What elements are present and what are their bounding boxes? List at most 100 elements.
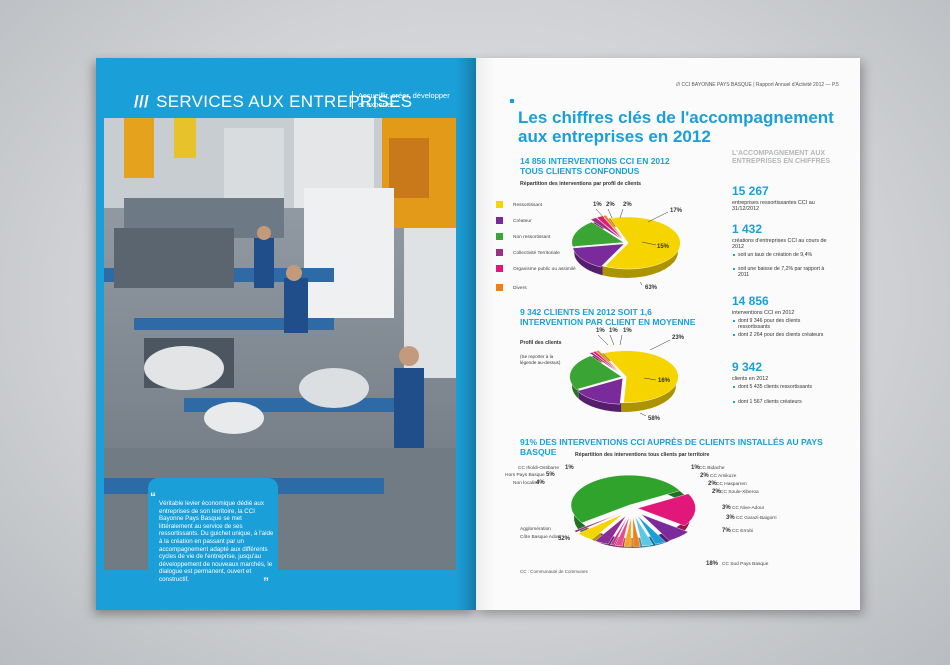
block3-subtitle: Répartition des interventions tous clien…	[575, 452, 710, 458]
pie-slice	[637, 515, 666, 545]
pie-label: 15%	[657, 244, 670, 250]
quote-open-mark: “	[150, 490, 156, 504]
pie-slice	[634, 516, 654, 547]
figure-value: 14 856	[732, 294, 769, 308]
quote-panel	[148, 478, 278, 602]
pie-label: 7%	[722, 528, 731, 534]
pie-slice	[623, 516, 632, 547]
territory-label: CC Hasparren	[716, 481, 747, 487]
territory-label: CC Iholdi-Ostibarre	[518, 465, 559, 471]
title-accent	[510, 99, 514, 103]
pie-leader	[641, 241, 657, 246]
pie-label: 1%	[596, 328, 605, 334]
block2-subtitle: Profil des clients	[520, 340, 562, 346]
figure-desc: clients en 2012	[732, 376, 769, 382]
pie-slice	[632, 516, 641, 547]
pie-slice	[603, 350, 679, 403]
legend-swatch	[496, 249, 503, 256]
territory-label: CC Nive-Adour	[732, 505, 765, 511]
pie-label: 2%	[623, 202, 632, 208]
territory-label: Côte Basque Adour	[520, 534, 562, 540]
page-title: Les chiffres clés de l'accompagnement au…	[518, 108, 834, 146]
pie-label: 2%	[606, 202, 615, 208]
legend-swatch	[496, 217, 503, 224]
figure-bullet: dont 5 435 clients ressortissants	[733, 384, 832, 390]
pie-leader	[607, 208, 613, 219]
pie-label: 2%	[700, 473, 709, 479]
section-title: /// SERVICES AUX ENTREPRISES	[134, 92, 413, 111]
pie-slice	[577, 377, 623, 405]
pie-label: 4%	[536, 480, 545, 486]
figure-value: 1 432	[732, 222, 763, 236]
pie-label: 1%	[565, 465, 574, 471]
pie-slice	[641, 514, 689, 541]
quote-text: Véritable levier économique dédié aux en…	[159, 500, 274, 583]
figure-value: 9 342	[732, 360, 763, 374]
pie-label: 5%	[546, 472, 555, 478]
pie-label: 63%	[645, 285, 658, 291]
pie-slice	[614, 516, 630, 547]
pie-label: 1%	[623, 328, 632, 334]
pie-slice	[572, 243, 625, 268]
territory-label: Hors Pays Basque	[505, 472, 545, 478]
pie-leader	[609, 334, 615, 346]
running-header: /// CCI BAYONNE PAYS BASQUE | Rapport An…	[676, 82, 839, 88]
figure-desc: créations d'entreprises CCI au cours de …	[732, 238, 827, 251]
territory-label: CC Amikuze	[710, 473, 737, 479]
pie-label: 1%	[691, 465, 700, 471]
figure-bullet: dont 2 264 pour des clients créateurs	[733, 332, 832, 338]
territory-label: CC Sud Pays Basque	[722, 561, 769, 567]
figure-bullet: soit une baisse de 7,2% par rapport à 20…	[733, 266, 832, 278]
territory-label: CC Bidache	[699, 465, 725, 471]
pie-slice	[595, 350, 622, 374]
block3-title: 91% DES INTERVENTIONS CCI AUPRÈS DE CLIE…	[520, 437, 823, 457]
territory-label: Agglomération	[520, 526, 551, 532]
pie-leader	[619, 208, 624, 219]
block1-title: 14 856 INTERVENTIONS CCI EN 2012 TOUS CL…	[520, 156, 670, 176]
territory-label: CC Errobi	[732, 528, 753, 534]
pie-slice	[594, 515, 627, 545]
pie-label: 58%	[648, 416, 661, 422]
figure-desc: interventions CCI en 2012	[732, 310, 795, 316]
pie-leader	[647, 211, 669, 223]
figure-bullet: dont 9 346 pour des clients ressortissan…	[733, 318, 832, 330]
pie-label: 1%	[609, 328, 618, 334]
pie-slice	[609, 515, 629, 546]
pie-slice	[592, 351, 622, 375]
figure-desc: entreprises ressortissantes CCI au 31/12…	[732, 200, 815, 213]
pie-label: 23%	[672, 335, 685, 341]
pie-slice	[604, 216, 681, 270]
pie-slice	[590, 217, 623, 241]
pie-label: 16%	[658, 378, 671, 384]
pie-slice	[569, 355, 623, 390]
pie-label: 52%	[558, 536, 571, 542]
pie-leader	[639, 412, 647, 417]
pie-leader	[619, 334, 623, 346]
territory-label: Non localisé	[513, 480, 539, 486]
figure-value: 15 267	[732, 184, 769, 198]
pie-slice	[570, 474, 681, 524]
pie-slice	[636, 493, 696, 527]
figure-bullet: soit un taux de création de 9,4%	[733, 252, 832, 258]
pie-leader	[597, 334, 609, 346]
pie-slice	[573, 512, 622, 533]
block2-note: (Se reporter à la légende au-dessus)	[520, 354, 561, 366]
pie-leader	[643, 377, 657, 381]
block1-subtitle: Répartition des interventions par profil…	[520, 181, 642, 187]
figure-bullet: dont 1 567 clients créateurs	[733, 399, 832, 405]
pie-slice	[589, 352, 621, 375]
pie-leader	[639, 281, 643, 286]
pie-leader	[649, 339, 671, 351]
pie-slice	[571, 221, 625, 247]
footnote: CC : Communauté de Communes	[520, 569, 588, 574]
legend-swatch	[496, 265, 503, 272]
block2-title: 9 342 CLIENTS EN 2012 SOIT 1,6 INTERVENT…	[520, 307, 696, 327]
legend-swatch	[496, 233, 503, 240]
legend-swatch	[496, 201, 503, 208]
section-subtitle: Accueillir, créer, développer et exporte…	[352, 91, 453, 109]
pie-label: 3%	[726, 515, 735, 521]
territory-label: CC Garazi-Baigorri	[736, 515, 777, 521]
pie-label: 2%	[712, 489, 721, 495]
territory-label: CC Soule-Xiberoa	[720, 489, 759, 495]
